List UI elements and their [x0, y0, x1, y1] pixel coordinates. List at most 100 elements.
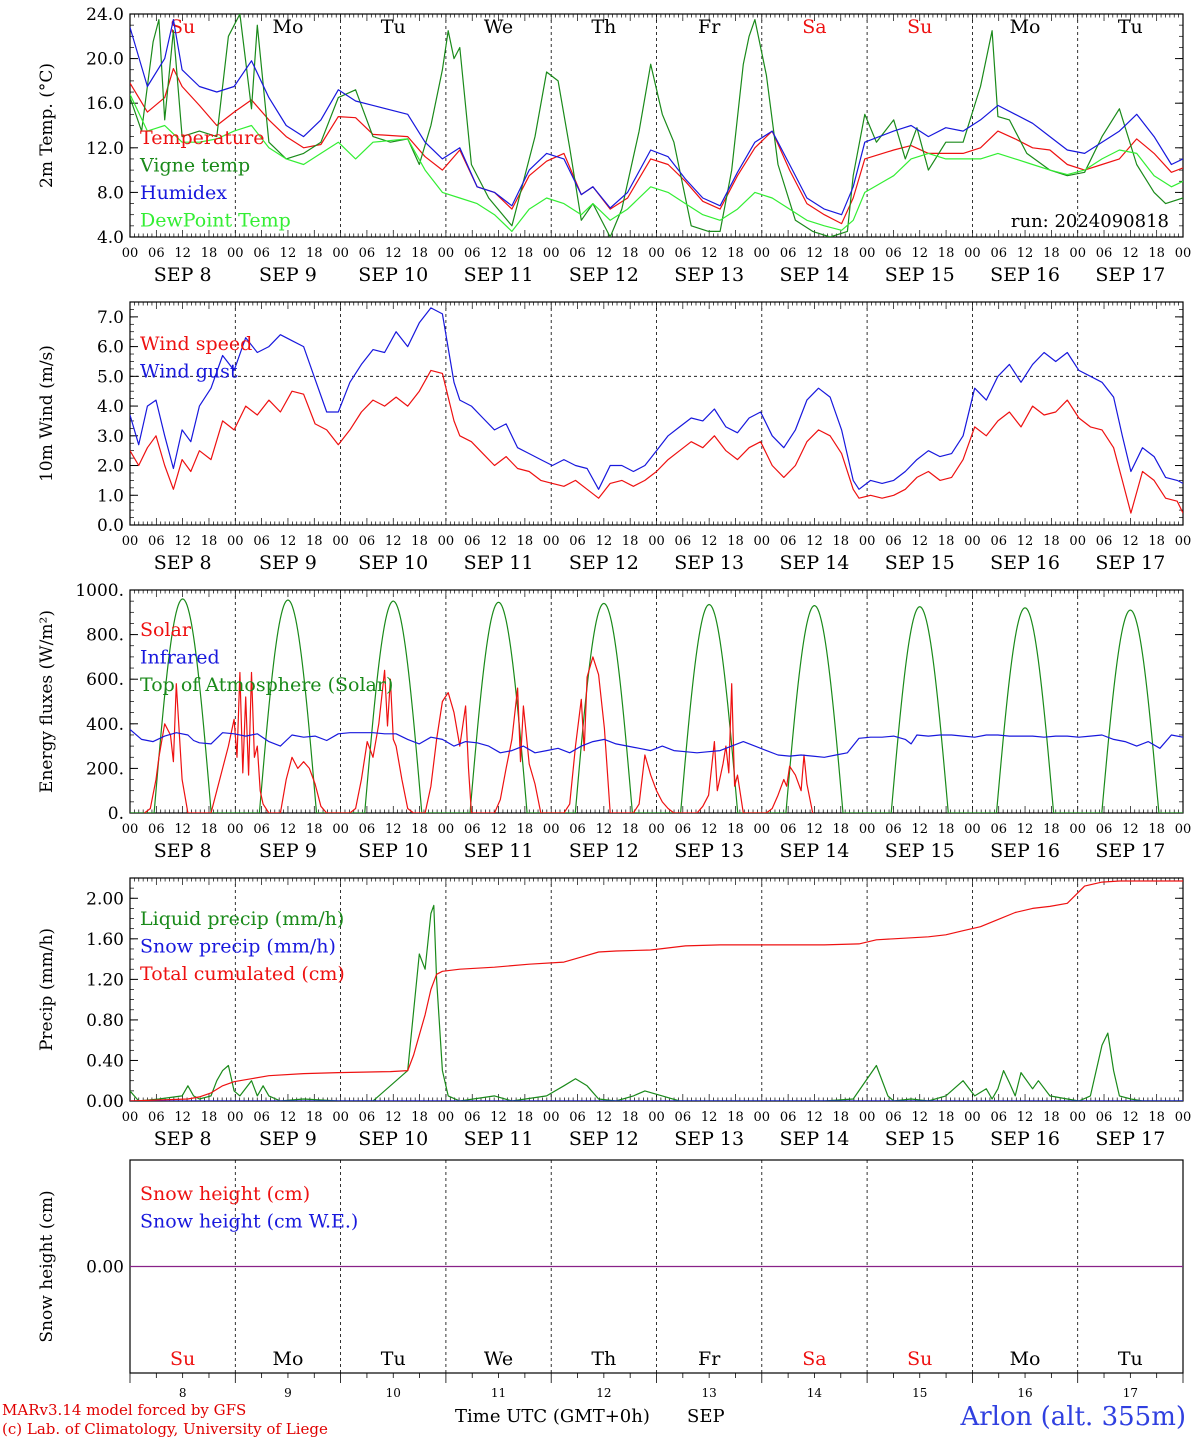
date-label: SEP 10: [358, 552, 428, 574]
hour-label: 00: [438, 534, 455, 549]
y-tick-label: 0.80: [86, 1011, 124, 1031]
date-label: SEP 15: [885, 552, 955, 574]
y-tick-label: 20.0: [86, 50, 124, 70]
date-label: SEP 10: [358, 840, 428, 862]
hour-label: 06: [359, 246, 376, 261]
y-tick-label: 600.: [86, 670, 124, 690]
date-label: SEP 10: [358, 264, 428, 286]
hour-label: 06: [675, 246, 692, 261]
hour-label: 18: [1148, 246, 1165, 261]
hour-label: 12: [596, 1110, 613, 1125]
date-label: SEP 12: [569, 1128, 639, 1150]
date-label: SEP 12: [569, 552, 639, 574]
weekday-label: Th: [591, 1348, 616, 1370]
hour-label: 18: [1148, 1110, 1165, 1125]
hour-label: 00: [438, 822, 455, 837]
legend-entry: Liquid precip (mm/h): [140, 908, 344, 930]
date-label: SEP 12: [569, 840, 639, 862]
hour-label: 00: [438, 1110, 455, 1125]
hour-label: 06: [464, 246, 481, 261]
hour-label: 18: [622, 246, 639, 261]
plot-frame: [129, 13, 1184, 238]
hour-label: 12: [1122, 822, 1139, 837]
month-label: SEP: [687, 1406, 725, 1427]
y-tick-label: 1000.: [75, 581, 124, 601]
hour-label: 12: [911, 534, 928, 549]
date-label: SEP 16: [990, 840, 1060, 862]
hour-label: 18: [727, 822, 744, 837]
date-label: SEP 9: [259, 1128, 317, 1150]
panel-snow: 0.00 Snow height (cm) Su Mo Tu We Th Fr Sa Su Mo Tu…: [37, 1159, 1184, 1400]
date-label: SEP 13: [674, 552, 744, 574]
weekday-label: Mo: [1010, 16, 1041, 38]
y-tick-label: 8.0: [97, 183, 124, 203]
hour-label: 12: [174, 246, 191, 261]
date-label: SEP 17: [1095, 1128, 1165, 1150]
day-number-label: 15: [912, 1386, 927, 1400]
hour-label: 12: [806, 246, 823, 261]
hour-label: 06: [675, 534, 692, 549]
hour-label: 12: [911, 246, 928, 261]
hour-label: 06: [780, 1110, 797, 1125]
copyright: (c) Lab. of Climatology, University of L…: [2, 1420, 328, 1438]
y-axis-label: Snow height (cm): [37, 1190, 57, 1342]
hour-label: 18: [938, 534, 955, 549]
hour-label: 18: [517, 822, 534, 837]
hour-label: 06: [359, 1110, 376, 1125]
hour-label: 00: [122, 246, 139, 261]
series-top-of-atmosphere-solar-: [130, 598, 1183, 813]
hour-label: 18: [1043, 822, 1060, 837]
legend-entry: Snow height (cm): [140, 1183, 310, 1205]
hour-label: 12: [1017, 822, 1034, 837]
hour-label: 12: [1122, 246, 1139, 261]
y-tick-label: 24.0: [86, 5, 124, 25]
hour-label: 00: [1175, 534, 1192, 549]
hour-label: 00: [1175, 1110, 1192, 1125]
hour-label: 00: [122, 534, 139, 549]
hour-label: 12: [1122, 534, 1139, 549]
series-humidex: [130, 19, 1183, 216]
hour-label: 00: [859, 534, 876, 549]
legend-entry: DewPoint Temp: [140, 210, 291, 232]
date-label: SEP 14: [780, 1128, 850, 1150]
date-label: SEP 13: [674, 264, 744, 286]
hour-label: 06: [569, 534, 586, 549]
day-number-label: 10: [386, 1386, 401, 1400]
y-tick-label: 0.00: [86, 1092, 124, 1112]
date-label: SEP 17: [1095, 840, 1165, 862]
hour-label: 12: [490, 534, 507, 549]
hour-label: 18: [833, 822, 850, 837]
y-tick-label: 4.0: [97, 228, 124, 248]
hour-label: 06: [675, 822, 692, 837]
hour-label: 00: [227, 534, 244, 549]
legend-entry: Vigne temp: [139, 155, 250, 177]
hour-label: 18: [938, 1110, 955, 1125]
series-dewpoint-temp: [130, 94, 1183, 232]
hour-label: 12: [596, 534, 613, 549]
series-infrared: [130, 728, 1183, 758]
hour-label: 00: [648, 1110, 665, 1125]
hour-label: 18: [727, 1110, 744, 1125]
hour-label: 00: [332, 246, 349, 261]
date-label: SEP 13: [674, 1128, 744, 1150]
legend-entry: Wind speed: [140, 333, 252, 355]
hour-label: 18: [201, 246, 218, 261]
hour-label: 18: [833, 534, 850, 549]
series-group: [130, 598, 1183, 813]
hour-label: 12: [806, 534, 823, 549]
hour-label: 12: [1017, 534, 1034, 549]
hour-label: 00: [543, 246, 560, 261]
date-label: SEP 15: [885, 840, 955, 862]
date-label: SEP 11: [464, 552, 534, 574]
hour-label: 06: [148, 534, 165, 549]
hour-label: 00: [754, 1110, 771, 1125]
hour-label: 06: [885, 1110, 902, 1125]
hour-label: 06: [253, 534, 270, 549]
hour-label: 06: [1096, 246, 1113, 261]
hour-label: 00: [122, 1110, 139, 1125]
legend-entry: Infrared: [140, 647, 220, 669]
hour-label: 18: [306, 1110, 323, 1125]
hour-label: 00: [859, 246, 876, 261]
date-label: SEP 13: [674, 840, 744, 862]
